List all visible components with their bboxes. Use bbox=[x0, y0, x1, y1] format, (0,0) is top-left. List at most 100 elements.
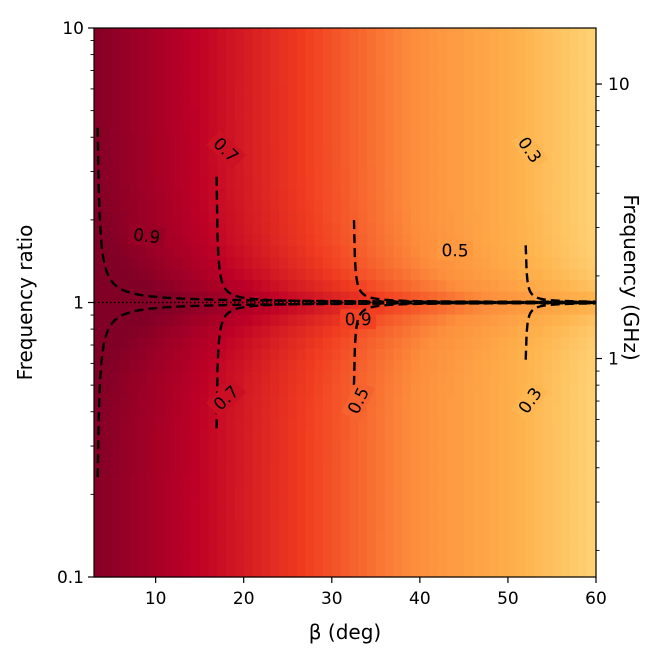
heatmap-cell bbox=[208, 222, 218, 235]
heatmap-cell bbox=[587, 428, 597, 441]
heatmap-cell bbox=[138, 313, 148, 326]
heatmap-cell bbox=[164, 279, 174, 292]
heatmap-cell bbox=[534, 96, 544, 109]
heatmap-cell bbox=[261, 165, 271, 178]
heatmap-cell bbox=[331, 39, 342, 52]
heatmap-cell bbox=[234, 176, 245, 189]
heatmap-cell bbox=[393, 394, 403, 407]
heatmap-cell bbox=[446, 496, 456, 509]
heatmap-cell bbox=[252, 542, 262, 555]
heatmap-cell bbox=[243, 153, 254, 166]
heatmap-cell bbox=[525, 416, 535, 429]
heatmap-cell bbox=[437, 233, 447, 246]
heatmap-cell bbox=[155, 325, 166, 338]
heatmap-cell bbox=[138, 39, 148, 52]
heatmap-cell bbox=[578, 39, 588, 52]
heatmap-cell bbox=[102, 62, 113, 75]
heatmap-cell bbox=[102, 119, 113, 132]
heatmap-cell bbox=[472, 96, 483, 109]
heatmap-cell bbox=[578, 428, 588, 441]
heatmap-cell bbox=[587, 222, 597, 235]
heatmap-cell bbox=[349, 39, 359, 52]
heatmap-cell bbox=[402, 96, 412, 109]
heatmap-cell bbox=[314, 233, 324, 246]
heatmap-cell bbox=[419, 325, 430, 338]
heatmap-cell bbox=[578, 405, 588, 418]
heatmap-cell bbox=[543, 313, 553, 326]
heatmap-cell bbox=[543, 371, 553, 384]
heatmap-cell bbox=[569, 565, 579, 578]
heatmap-cell bbox=[499, 439, 509, 452]
heatmap-cell bbox=[164, 245, 174, 258]
heatmap-cell bbox=[481, 508, 491, 521]
heatmap-cell bbox=[534, 188, 544, 201]
heatmap-cell bbox=[375, 96, 386, 109]
heatmap-cell bbox=[146, 371, 157, 384]
heatmap-cell bbox=[278, 165, 289, 178]
heatmap-cell bbox=[164, 336, 174, 349]
heatmap-cell bbox=[173, 313, 183, 326]
heatmap-cell bbox=[217, 313, 227, 326]
heatmap-cell bbox=[199, 233, 210, 246]
heatmap-cell bbox=[305, 485, 315, 498]
heatmap-cell bbox=[551, 39, 562, 52]
heatmap-cell bbox=[507, 519, 518, 532]
heatmap-cell bbox=[551, 359, 562, 372]
heatmap-cell bbox=[296, 416, 306, 429]
heatmap-cell bbox=[146, 130, 157, 143]
heatmap-cell bbox=[569, 39, 579, 52]
heatmap-cell bbox=[322, 62, 333, 75]
heatmap-cell bbox=[146, 336, 157, 349]
heatmap-cell bbox=[384, 428, 395, 441]
heatmap-cell bbox=[305, 96, 315, 109]
heatmap-cell bbox=[340, 28, 351, 41]
heatmap-cell bbox=[305, 542, 315, 555]
heatmap-cell bbox=[472, 233, 483, 246]
heatmap-cell bbox=[199, 199, 210, 212]
heatmap-cell bbox=[393, 554, 403, 567]
heatmap-cell bbox=[270, 73, 280, 86]
heatmap-cell bbox=[375, 222, 386, 235]
heatmap-cell bbox=[173, 153, 183, 166]
heatmap-cell bbox=[578, 474, 588, 487]
heatmap-cell bbox=[525, 211, 535, 224]
heatmap-cell bbox=[270, 188, 280, 201]
heatmap-cell bbox=[155, 302, 166, 315]
heatmap-cell bbox=[331, 199, 342, 212]
heatmap-cell bbox=[525, 199, 535, 212]
heatmap-cell bbox=[111, 256, 122, 269]
heatmap-cell bbox=[516, 554, 527, 567]
heatmap-cell bbox=[367, 108, 377, 121]
heatmap-cell bbox=[146, 439, 157, 452]
heatmap-cell bbox=[472, 165, 483, 178]
heatmap-cell bbox=[472, 325, 483, 338]
heatmap-cell bbox=[155, 28, 166, 41]
heatmap-cell bbox=[446, 96, 456, 109]
heatmap-cell bbox=[375, 462, 386, 475]
heatmap-cell bbox=[534, 405, 544, 418]
heatmap-cell bbox=[208, 462, 218, 475]
heatmap-cell bbox=[234, 39, 245, 52]
heatmap-cell bbox=[331, 279, 342, 292]
heatmap-cell bbox=[129, 542, 139, 555]
heatmap-cell bbox=[525, 519, 535, 532]
heatmap-cell bbox=[437, 268, 447, 281]
heatmap-cell bbox=[428, 188, 439, 201]
heatmap-cell bbox=[481, 302, 491, 315]
heatmap-cell bbox=[472, 565, 483, 578]
heatmap-cell bbox=[472, 73, 483, 86]
heatmap-cell bbox=[322, 542, 333, 555]
heatmap-cell bbox=[146, 474, 157, 487]
heatmap-cell bbox=[393, 451, 403, 464]
heatmap-cell bbox=[490, 96, 500, 109]
heatmap-cell bbox=[428, 28, 439, 41]
heatmap-cell bbox=[578, 313, 588, 326]
heatmap-cell bbox=[173, 359, 183, 372]
heatmap-cell bbox=[270, 211, 280, 224]
heatmap-cell bbox=[305, 416, 315, 429]
heatmap-cell bbox=[94, 485, 104, 498]
heatmap-cell bbox=[296, 233, 306, 246]
heatmap-cell bbox=[120, 176, 130, 189]
heatmap-cell bbox=[499, 28, 509, 41]
